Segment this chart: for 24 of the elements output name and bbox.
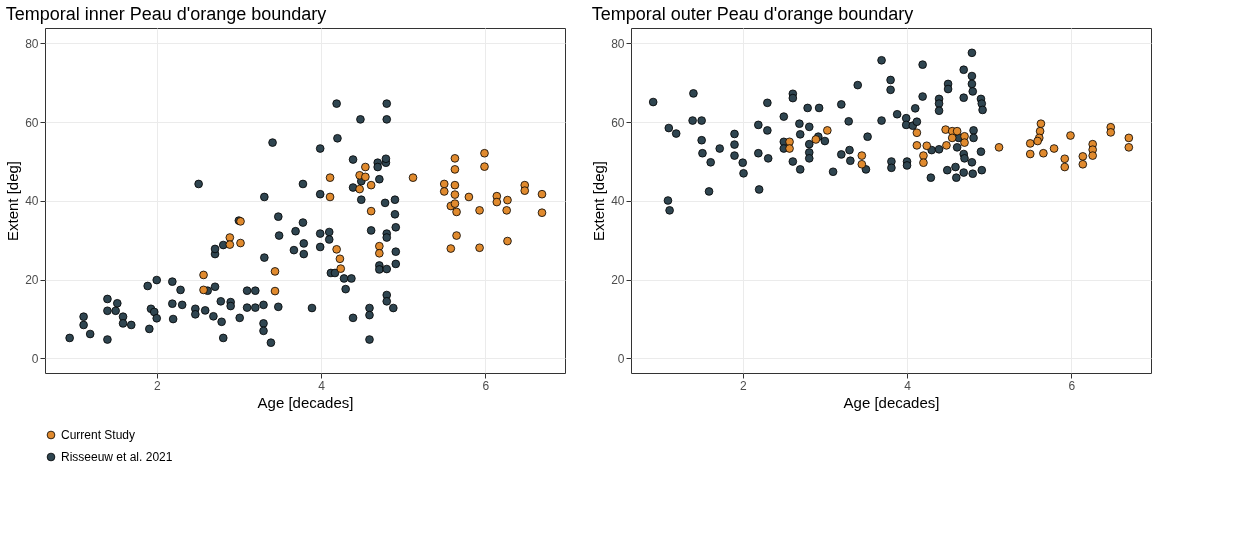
y-tick-label: 0 [617, 351, 625, 366]
x-axis-title: Age [decades] [257, 393, 354, 411]
legend-label: Current Study [61, 428, 136, 442]
y-tick-label: 40 [611, 194, 625, 209]
y-tick-label: 40 [25, 194, 39, 209]
y-tick-label: 60 [25, 115, 39, 130]
y-tick-label: 20 [611, 273, 625, 288]
y-axis-title: Extent [deg] [4, 160, 22, 242]
x-axis-title: Age [decades] [843, 393, 940, 411]
chart-title: Temporal inner Peau d'orange boundary [5, 4, 327, 24]
y-tick-label: 80 [25, 36, 39, 51]
x-tick-label: 2 [739, 378, 747, 393]
y-tick-label: 80 [611, 36, 625, 51]
chart-title: Temporal outer Peau d'orange boundary [591, 4, 914, 24]
x-tick-label: 4 [318, 378, 326, 393]
legend-label: Risseeuw et al. 2021 [61, 450, 173, 464]
x-tick-label: 2 [153, 378, 161, 393]
x-tick-label: 6 [482, 378, 490, 393]
y-tick-label: 60 [611, 115, 625, 130]
x-tick-label: 4 [904, 378, 912, 393]
y-tick-label: 0 [31, 351, 39, 366]
x-tick-label: 6 [1068, 378, 1076, 393]
y-axis-title: Extent [deg] [590, 160, 608, 242]
y-tick-label: 20 [25, 273, 39, 288]
